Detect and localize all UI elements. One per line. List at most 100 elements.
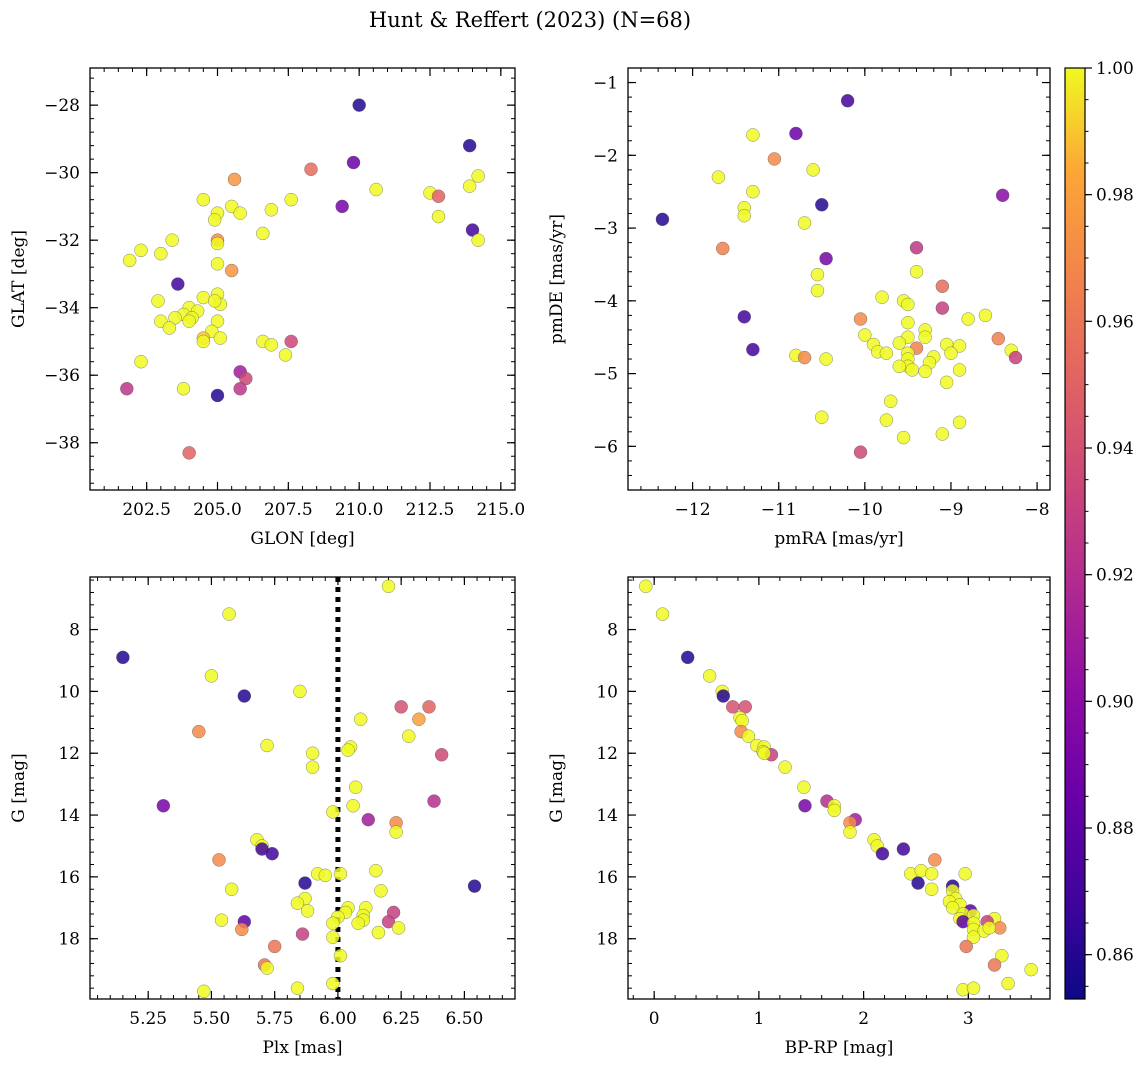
colorbar-tick-label: 1.00 [1096,59,1134,79]
scatter-point [680,650,695,665]
scatter-point [116,650,130,665]
scatter-point [346,155,361,170]
scatter-point [381,914,396,929]
y-tick-label: 16 [596,868,618,888]
y-tick-label: 12 [58,744,80,764]
x-tick-label: 6.25 [382,1009,420,1029]
scatter-point [210,257,225,271]
colorbar-tick-label: 0.92 [1096,566,1134,586]
scatter-point [434,748,449,762]
y-tick-label: −36 [44,366,80,386]
colorbar-tick-label: 0.94 [1096,439,1134,459]
x-tick-label: −8 [1025,500,1050,520]
scatter-point [901,315,915,330]
scatter-point [210,236,225,251]
y-tick-label: −38 [44,434,80,454]
scatter-point [797,216,812,230]
scatter-point [471,169,485,183]
scatter-point [348,780,363,794]
scatter-point [369,182,383,197]
scatter-point [374,884,388,898]
scatter-point [918,330,932,344]
scatter-point [284,334,298,349]
scatter-point [737,208,752,223]
scatter-point [746,184,760,199]
scatter-point [952,363,967,377]
scatter-point [333,948,348,963]
x-axis-label: pmRA [mas/yr] [774,529,903,549]
scatter-point [264,203,279,217]
scatter-point [422,700,436,714]
minor-ticks [628,67,1050,491]
y-tick-label: 8 [607,621,618,641]
scatter-point [335,199,349,214]
scatter-point [711,170,726,184]
scatter-point [207,294,222,308]
scatter-point [978,308,993,323]
scatter-point [945,901,960,915]
y-tick-label: −28 [44,96,80,116]
scatter-point [655,607,670,621]
scatter-point [260,738,274,753]
x-tick-label: 5.50 [192,1009,230,1029]
scatter-point [944,346,958,360]
scatter-point [810,267,825,282]
scatter-point [901,297,915,312]
axes-frame [627,67,1051,491]
panels: 202.5 205.0 207.5 210.0 212.5 215.0−38−36−34−… [9,67,1051,1058]
x-tick-label: 6.50 [445,1009,483,1029]
y-tick-label: −34 [44,299,80,319]
scatter-point [924,882,939,896]
scatter-point [875,290,889,304]
panel-plx-g: 5.25 5.50 5.75 6.00 6.25 6.50 8 10 12 14 16 18 Plx [… [9,576,516,1058]
colorbar-tick-label: 0.86 [1096,946,1134,966]
scatter-point [326,976,340,991]
scatter-point [935,301,950,315]
scatter-point [935,427,950,441]
x-tick-label: 1 [753,1009,764,1029]
colorbar: 0.86 0.88 0.90 0.92 0.94 0.96 0.98 1.00 [1064,59,1134,1000]
scatter-point [959,939,973,954]
x-tick-label: 0 [649,1009,660,1029]
scatter-point [1008,350,1023,365]
scatter-point [293,684,307,699]
y-tick-label: −32 [44,231,80,251]
x-tick-label: 5.75 [256,1009,294,1029]
scatter-point [204,669,219,683]
scatter-point [462,138,477,153]
y-tick-label: 18 [596,930,618,950]
scatter-point [290,896,305,910]
scatter-point [892,359,907,374]
scatter-point [326,930,340,944]
scatter-point [346,799,360,813]
scatter-point [911,876,925,890]
scatter-point [213,331,228,345]
scatter-point [952,415,967,430]
scatter-point [171,277,185,291]
x-tick-label: −11 [761,500,797,520]
scatter-point [389,825,403,839]
scatter-point [207,213,222,227]
scatter-point [715,241,730,256]
scatter-point [290,981,305,995]
scatter-point [351,916,365,931]
scatter-point [233,381,247,396]
x-tick-label: 215.0 [476,500,525,520]
colorbar-tick-label: 0.98 [1096,186,1134,206]
y-tick-label: 8 [69,621,80,641]
scatter-point [227,172,242,187]
points [120,98,485,460]
scatter-point [879,346,894,360]
scatter-point [298,876,312,890]
scatter-point [935,279,950,294]
scatter-point [918,364,932,379]
scatter-point [134,354,148,369]
scatter-point [961,312,975,326]
scatter-point [224,882,239,896]
scatter-point [391,921,406,935]
scatter-point [467,879,482,893]
x-tick-label: 2 [858,1009,869,1029]
scatter-point [412,712,426,726]
axes-frame [627,576,1051,1000]
scatter-point [134,243,148,258]
